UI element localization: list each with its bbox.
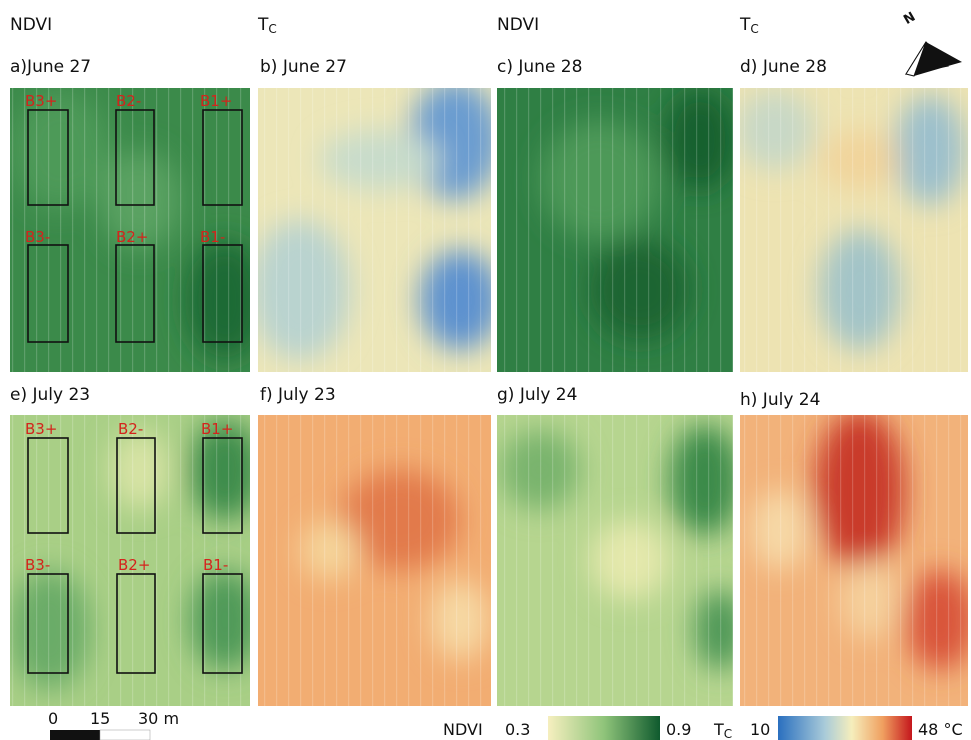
plot-outline <box>116 573 156 674</box>
block-label: B2+ <box>116 228 148 246</box>
legend-max: 0.9 <box>666 720 691 739</box>
column-header: NDVI <box>497 15 539 35</box>
panel-label: d) June 28 <box>740 57 827 77</box>
plot-outline <box>116 437 156 534</box>
colorbar <box>548 716 660 740</box>
north-arrow: N <box>901 9 962 77</box>
scale-label: 0 <box>48 709 58 728</box>
panel-label: a)June 27 <box>10 57 91 77</box>
block-label: B1- <box>203 556 228 574</box>
block-label: B3+ <box>25 92 57 110</box>
header-main: T <box>739 15 751 35</box>
legend-title-main: T <box>713 720 724 739</box>
header-main: T <box>257 15 269 35</box>
block-label: B3- <box>25 556 50 574</box>
header-sub: C <box>750 22 758 36</box>
plot-outline <box>115 109 155 206</box>
image-panel <box>10 88 250 372</box>
plot-outline <box>202 573 243 674</box>
image-panel <box>10 415 250 706</box>
panel-label: g) July 24 <box>497 385 577 405</box>
block-label: B1+ <box>201 420 233 438</box>
panel-label: e) July 23 <box>10 385 90 405</box>
legend-min: 10 <box>750 720 770 739</box>
legend-title-sub: C <box>724 727 732 740</box>
block-label: B2+ <box>118 556 150 574</box>
legend-title: NDVI <box>443 720 483 739</box>
legend-max: 48 °C <box>918 720 963 739</box>
image-panel <box>740 415 968 706</box>
image-panel <box>258 88 491 372</box>
panel-label: b) June 27 <box>260 57 347 77</box>
block-label: B1- <box>200 228 225 246</box>
scale-bar: 0 15 30 m <box>48 709 179 740</box>
block-label: B3+ <box>25 420 57 438</box>
plot-outline <box>27 437 69 534</box>
image-panel <box>258 415 491 706</box>
plot-outline <box>27 109 69 206</box>
block-label: B2- <box>116 92 141 110</box>
plot-outline <box>202 244 243 343</box>
plot-outline <box>202 437 243 534</box>
plot-outline <box>202 109 243 206</box>
north-label: N <box>901 9 918 27</box>
legend-title: TC <box>713 720 732 740</box>
plot-outline <box>27 573 69 674</box>
plot-outline <box>27 244 69 343</box>
block-label: B3- <box>25 228 50 246</box>
image-panel <box>497 415 733 706</box>
column-header: TC <box>257 15 277 36</box>
image-panel <box>740 88 968 372</box>
panel-label: c) June 28 <box>497 57 582 77</box>
legend-min: 0.3 <box>505 720 530 739</box>
block-label: B2- <box>118 420 143 438</box>
scale-label: 30 m <box>138 709 179 728</box>
scale-label: 15 <box>90 709 110 728</box>
header-sub: C <box>268 22 276 36</box>
column-header: NDVI <box>10 15 52 35</box>
image-panel <box>497 88 733 372</box>
colorbar <box>778 716 912 740</box>
panel-label: f) July 23 <box>260 385 336 405</box>
plot-outline <box>115 244 155 343</box>
column-header: TC <box>739 15 759 36</box>
block-label: B1+ <box>200 92 232 110</box>
panel-label: h) July 24 <box>740 390 820 410</box>
